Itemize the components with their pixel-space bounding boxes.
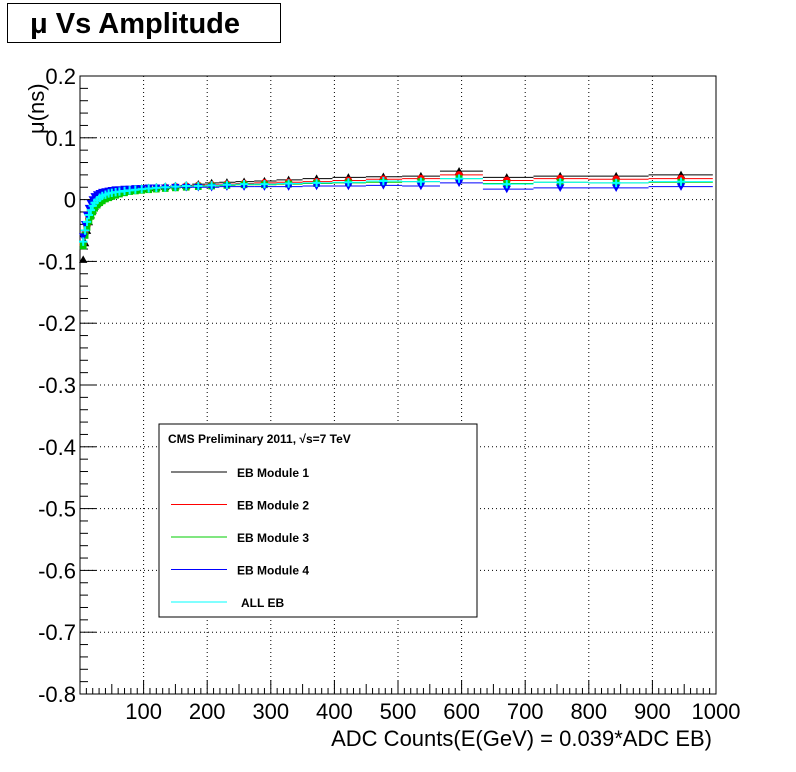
x-tick-label: 600 (443, 699, 480, 724)
data-point (555, 178, 565, 187)
data-point (222, 180, 232, 189)
grid-lines (80, 76, 716, 694)
data-point (344, 178, 353, 187)
data-point (611, 178, 621, 188)
y-tick-label: -0.7 (38, 620, 76, 645)
data-point (152, 183, 161, 193)
x-tick-label: 300 (252, 699, 289, 724)
y-tick-label: -0.1 (38, 249, 76, 274)
data-point (84, 210, 94, 220)
x-tick-label: 400 (316, 699, 353, 724)
data-point (80, 226, 90, 235)
y-tick-label: -0.5 (38, 497, 76, 522)
data-point (87, 212, 95, 220)
y-tick-label: -0.6 (38, 558, 76, 583)
data-point (555, 184, 565, 193)
data-point (239, 179, 249, 189)
data-point (78, 233, 88, 241)
legend-header: CMS Preliminary 2011, √s=7 TeV (168, 432, 351, 446)
legend-box (158, 423, 478, 618)
legend: CMS Preliminary 2011, √s=7 TeV EB Module … (158, 423, 478, 618)
legend-entry: EB Module 3 (237, 531, 309, 545)
data-point (78, 255, 88, 263)
data-point (78, 237, 88, 246)
series-5 (78, 174, 713, 246)
data-point (83, 224, 91, 231)
data-point (379, 182, 388, 190)
data-point (312, 178, 321, 188)
data-point (416, 177, 426, 186)
x-axis-label: ADC Counts(E(GeV) = 0.039*ADC EB) (331, 726, 712, 751)
chart-title: μ Vs Amplitude (30, 8, 241, 40)
legend-entry: EB Module 1 (237, 466, 309, 480)
data-point (416, 182, 426, 191)
data-point (502, 179, 511, 189)
y-tick-label: -0.4 (38, 435, 76, 460)
y-tick-label: -0.3 (38, 373, 76, 398)
data-point (86, 205, 96, 215)
series-4 (78, 179, 713, 241)
data-point (171, 182, 180, 191)
data-point (676, 177, 686, 186)
y-tick-label: -0.2 (38, 311, 76, 336)
legend-entry: ALL EB (241, 596, 284, 610)
data-point (182, 181, 191, 191)
x-tick-label: 500 (380, 699, 417, 724)
y-tick-label: 0.1 (45, 126, 76, 151)
data-point (502, 185, 511, 194)
data-series (78, 166, 713, 263)
x-tick-label: 800 (570, 699, 607, 724)
data-point (82, 217, 92, 227)
y-tick-label: 0 (64, 188, 76, 213)
x-tick-label: 700 (507, 699, 544, 724)
title-box: μ Vs Amplitude (7, 3, 281, 43)
x-tick-label: 1000 (692, 699, 741, 724)
x-tick-label: 900 (634, 699, 671, 724)
legend-entry: EB Module 2 (237, 499, 309, 513)
data-point (379, 176, 388, 186)
data-point (144, 184, 153, 193)
legend-entry: EB Module 4 (237, 564, 309, 578)
data-point (454, 174, 464, 183)
data-point (260, 179, 269, 189)
y-tick-label: 0.2 (45, 64, 76, 89)
data-point (676, 183, 686, 191)
tick-labels: 100 200 300 400 500 600 700 800 900 1000 -0.8 -0.7 -… (38, 64, 740, 724)
axis-ticks (80, 75, 717, 695)
data-point (79, 242, 87, 250)
x-tick-label: 100 (125, 699, 162, 724)
data-point (89, 208, 97, 216)
data-point (284, 179, 293, 188)
y-axis-label: μ(ns) (24, 83, 49, 134)
y-tick-label: -0.8 (38, 682, 76, 707)
data-point (161, 183, 170, 192)
data-point (454, 179, 464, 188)
data-point (207, 181, 216, 190)
data-point (194, 181, 203, 191)
data-point (611, 184, 621, 193)
x-tick-label: 200 (189, 699, 226, 724)
